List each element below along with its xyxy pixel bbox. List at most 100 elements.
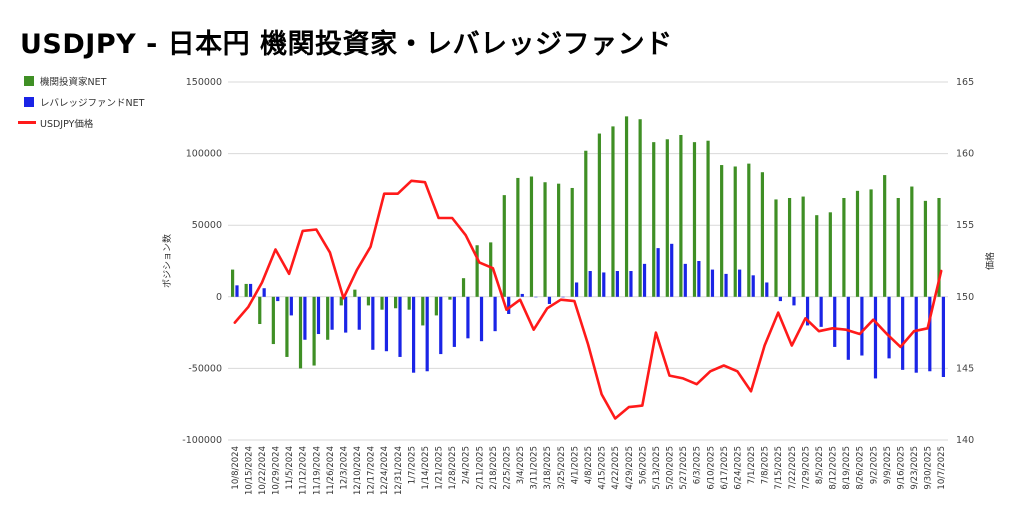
y2-tick-label: 145 [956, 363, 974, 374]
x-tick-label: 12/31/2024 [394, 446, 404, 495]
x-tick-label: 11/26/2024 [326, 446, 336, 495]
bar-institutional [923, 200, 928, 297]
bar-leveraged [534, 296, 538, 298]
x-tick-label: 12/10/2024 [353, 446, 363, 495]
bar-institutional [815, 215, 819, 297]
bar-leveraged [765, 282, 769, 297]
bar-institutional [842, 197, 846, 297]
x-tick-label: 2/11/2025 [475, 446, 485, 490]
x-tick-label: 6/17/2025 [720, 446, 730, 490]
bar-leveraged [860, 296, 864, 356]
bar-institutional [760, 172, 765, 297]
bar-leveraged [411, 296, 416, 373]
x-tick-label: 3/18/2025 [543, 446, 553, 490]
bar-institutional [502, 195, 506, 297]
bar-leveraged [439, 296, 443, 355]
x-tick-label: 8/5/2025 [815, 446, 825, 484]
x-tick-label: 3/4/2025 [516, 446, 526, 484]
x-tick-label: 11/19/2024 [312, 446, 322, 495]
bar-institutional [801, 196, 805, 297]
x-tick-label: 4/22/2025 [611, 446, 621, 490]
x-tick-label: 12/3/2024 [339, 446, 349, 490]
bar-leveraged [262, 288, 266, 297]
bar-institutional [312, 296, 316, 366]
bar-leveraged [289, 296, 293, 316]
x-tick-label: 1/7/2025 [407, 446, 417, 484]
legend-label-price: USDJPY価格 [40, 118, 94, 130]
bar-institutional [407, 296, 411, 310]
bar-leveraged [778, 296, 782, 302]
legend-swatch-leveraged [24, 96, 34, 107]
bar-institutional [679, 134, 683, 297]
x-tick-label: 2/18/2025 [489, 446, 499, 490]
bar-leveraged [738, 269, 742, 297]
bar-institutional [665, 139, 669, 297]
x-tick-label: 5/20/2025 [666, 446, 676, 490]
bar-leveraged [819, 296, 823, 327]
y2-tick-label: 140 [956, 435, 974, 446]
bar-institutional [896, 197, 900, 297]
bar-institutional [584, 150, 588, 297]
bar-institutional [421, 296, 425, 326]
bar-institutional [720, 165, 724, 297]
bar-institutional [475, 245, 479, 297]
x-tick-label: 7/29/2025 [801, 446, 811, 490]
bar-institutional [285, 296, 289, 357]
bar-institutional [883, 175, 887, 297]
bar-leveraged [683, 263, 687, 297]
x-tick-label: 5/13/2025 [652, 446, 662, 490]
bar-institutional [774, 199, 778, 297]
bar-leveraged [398, 296, 402, 357]
bar-institutional [828, 212, 832, 297]
bar-leveraged [466, 296, 470, 339]
x-tick-label: 8/26/2025 [856, 446, 866, 490]
x-tick-label: 10/15/2024 [244, 446, 254, 495]
x-tick-label: 8/12/2025 [829, 446, 839, 490]
bar-institutional [597, 133, 601, 297]
bar-leveraged [629, 271, 633, 297]
y2-axis-title: 価格 [984, 252, 996, 270]
bar-institutional [448, 296, 452, 300]
bar-leveraged [805, 296, 810, 326]
bar-institutional [298, 296, 303, 369]
bar-institutional [543, 182, 547, 297]
bar-institutional [230, 269, 235, 297]
bar-leveraged [914, 296, 918, 373]
x-tick-label: 10/29/2024 [272, 446, 282, 495]
x-tick-label: 10/7/2025 [937, 446, 947, 490]
bar-leveraged [846, 296, 850, 360]
bar-leveraged [887, 296, 891, 359]
bar-leveraged [602, 272, 606, 297]
bar-leveraged [724, 273, 728, 297]
bar-leveraged [235, 285, 239, 297]
x-tick-label: 7/15/2025 [774, 446, 784, 490]
bar-leveraged [371, 296, 375, 350]
x-tick-label: 4/1/2025 [570, 446, 580, 484]
bar-institutional [489, 242, 493, 297]
x-tick-label: 4/29/2025 [625, 446, 635, 490]
x-tick-label: 10/8/2024 [231, 446, 241, 490]
bar-leveraged [751, 275, 755, 297]
y2-tick-label: 155 [956, 220, 974, 231]
bar-leveraged [330, 296, 334, 330]
x-tick-label: 10/22/2024 [258, 446, 268, 495]
x-tick-label: 7/8/2025 [761, 446, 771, 484]
bar-institutional [570, 187, 574, 297]
y-tick-label: 150000 [186, 77, 222, 88]
bar-institutional [624, 116, 629, 297]
bar-leveraged [303, 296, 307, 340]
x-tick-label: 6/10/2025 [706, 446, 716, 490]
x-tick-label: 3/25/2025 [557, 446, 567, 490]
bar-leveraged [316, 296, 321, 335]
bar-leveraged [547, 296, 552, 304]
bar-institutional [557, 183, 561, 297]
bar-leveraged [520, 293, 524, 297]
bar-institutional [706, 140, 710, 297]
x-tick-label: 3/11/2025 [530, 446, 540, 490]
x-tick-label: 7/1/2025 [747, 446, 757, 484]
bar-institutional [516, 177, 520, 297]
x-tick-label: 1/28/2025 [448, 446, 458, 490]
price-line [233, 179, 943, 420]
y2-tick-label: 150 [956, 292, 974, 303]
